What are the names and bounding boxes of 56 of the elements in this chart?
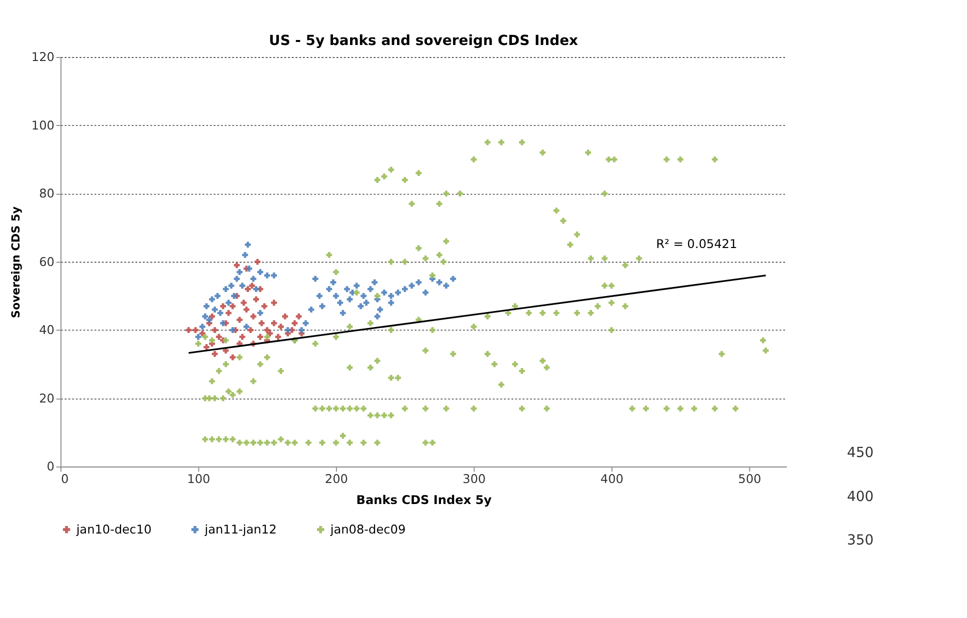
point [257, 334, 264, 340]
x-tick-label: 200 [324, 472, 348, 486]
point [253, 296, 260, 302]
point [249, 282, 255, 289]
y-axis-title: Sovereign CDS 5y [9, 206, 22, 318]
x-tick-label: 400 [600, 472, 624, 486]
x-axis-title: Banks CDS Index 5y [356, 493, 492, 508]
y-tick-label: 120 [31, 50, 54, 64]
text: 450 [846, 445, 874, 462]
point [244, 306, 250, 313]
point [248, 327, 254, 333]
point [192, 327, 198, 333]
point [186, 327, 192, 333]
point [261, 303, 268, 310]
point [230, 354, 236, 360]
legend-label: jan10-dec10 [75, 522, 152, 536]
point [220, 303, 226, 310]
chart-title: US - 5y banks and sovereign CDS Index [268, 32, 578, 49]
text: 350 [846, 532, 874, 549]
point [212, 351, 218, 357]
legend-label: jan11-jan12 [204, 522, 277, 536]
point [204, 344, 210, 350]
point [240, 300, 247, 306]
point [258, 320, 265, 326]
point [226, 310, 232, 316]
point [234, 262, 240, 268]
point [254, 258, 260, 265]
point [278, 324, 284, 330]
x-tick-label: 300 [462, 472, 486, 486]
point [264, 327, 270, 333]
y-tick-label: 80 [39, 186, 54, 201]
y-tick-label: 40 [39, 323, 54, 338]
x-tick-label: 100 [187, 472, 210, 486]
point [209, 313, 215, 320]
y-tick-label: 20 [39, 391, 54, 406]
point [216, 334, 222, 340]
point [271, 300, 277, 306]
point [292, 320, 298, 326]
point [239, 334, 246, 340]
annotation: R² = 0.05421 [656, 236, 738, 251]
point [296, 313, 302, 320]
point [282, 313, 288, 320]
text: 400 [846, 488, 874, 505]
y-tick-label: 0 [46, 460, 54, 474]
point [230, 303, 236, 310]
point [271, 320, 277, 326]
x-tick-label: 0 [60, 472, 69, 486]
point [275, 334, 282, 340]
y-tick-label: 100 [31, 118, 54, 132]
point [236, 316, 243, 323]
y-tick-label: 60 [39, 254, 54, 269]
point [250, 313, 256, 320]
point [244, 286, 251, 292]
legend-label: jan08-dec09 [329, 522, 406, 536]
point [212, 327, 218, 333]
x-tick-label: 500 [738, 472, 762, 486]
